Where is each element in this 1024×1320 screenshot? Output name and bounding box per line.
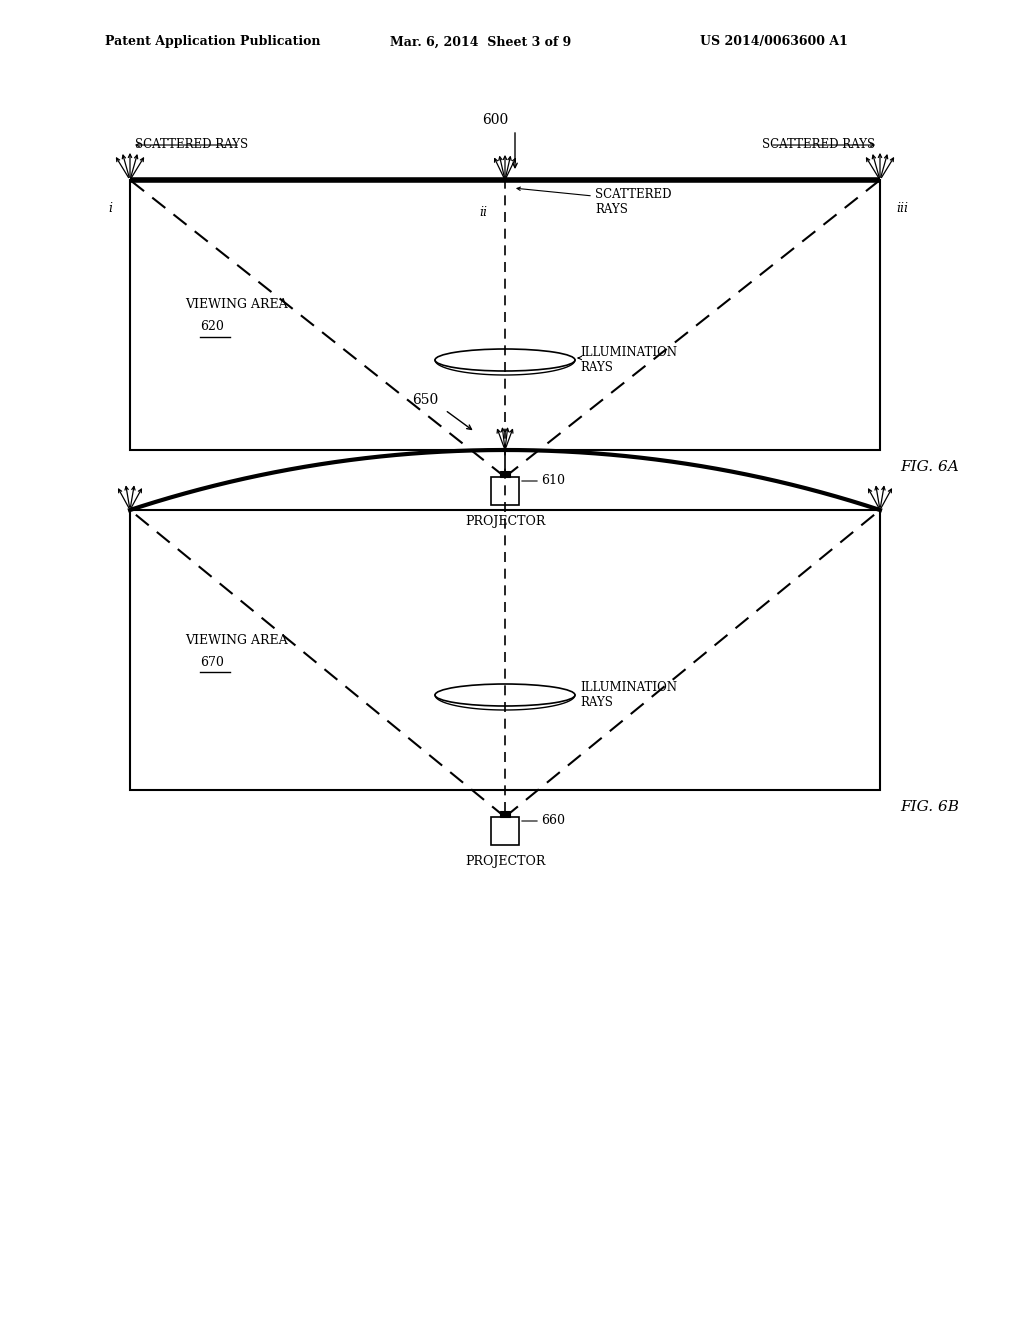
Text: Patent Application Publication: Patent Application Publication: [105, 36, 321, 49]
Text: SCATTERED RAYS: SCATTERED RAYS: [762, 139, 874, 152]
Text: VIEWING AREA: VIEWING AREA: [185, 634, 288, 647]
Text: PROJECTOR: PROJECTOR: [465, 854, 545, 867]
Text: 600: 600: [482, 114, 508, 127]
Bar: [500, 810, 510, 817]
Text: ILLUMINATION
RAYS: ILLUMINATION RAYS: [580, 681, 677, 709]
Bar: [130, 510, 880, 789]
Bar: [130, 180, 880, 450]
Text: 650: 650: [412, 393, 438, 407]
Text: ILLUMINATION
RAYS: ILLUMINATION RAYS: [580, 346, 677, 374]
Text: 670: 670: [200, 656, 224, 668]
Text: US 2014/0063600 A1: US 2014/0063600 A1: [700, 36, 848, 49]
Text: VIEWING AREA: VIEWING AREA: [185, 298, 288, 312]
Text: 620: 620: [200, 321, 224, 334]
Text: SCATTERED
RAYS: SCATTERED RAYS: [595, 187, 672, 216]
Text: FIG. 6B: FIG. 6B: [900, 800, 959, 814]
Text: iii: iii: [896, 202, 908, 214]
Bar: [500, 471, 510, 477]
Bar: [490, 817, 519, 845]
Text: FIG. 6A: FIG. 6A: [900, 459, 958, 474]
Text: PROJECTOR: PROJECTOR: [465, 515, 545, 528]
Text: i: i: [108, 202, 112, 214]
Text: 610: 610: [541, 474, 565, 487]
Text: Mar. 6, 2014  Sheet 3 of 9: Mar. 6, 2014 Sheet 3 of 9: [390, 36, 571, 49]
Text: ii: ii: [479, 206, 487, 219]
Text: SCATTERED RAYS: SCATTERED RAYS: [135, 139, 248, 152]
Text: 660: 660: [541, 814, 565, 828]
Bar: [490, 477, 519, 506]
